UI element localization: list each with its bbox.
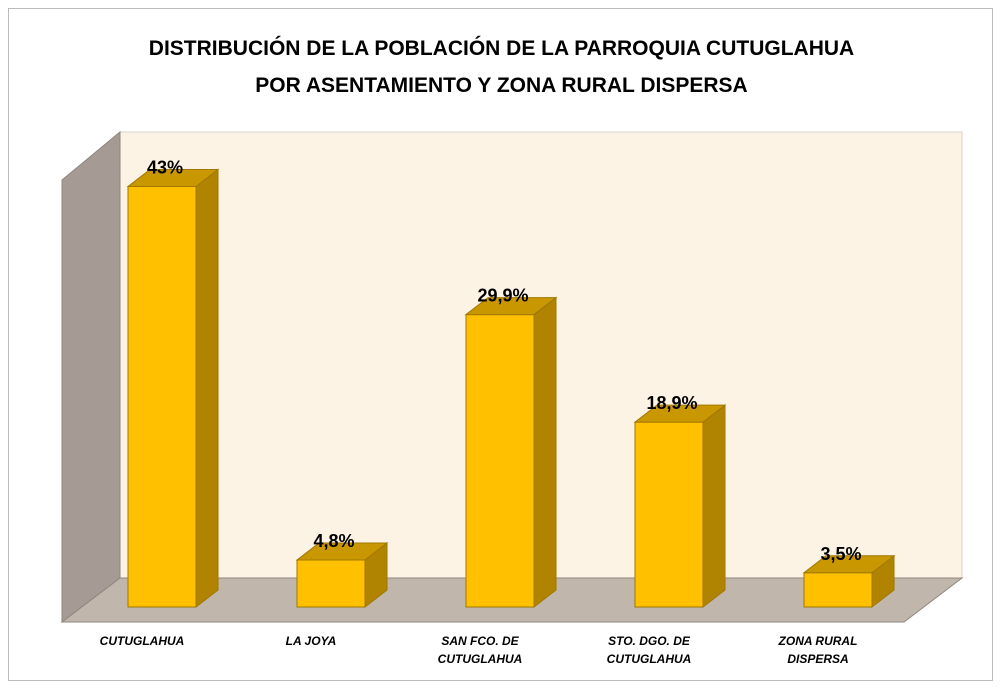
side-wall xyxy=(61,130,121,624)
chart-title: DISTRIBUCIÓN DE LA POBLACIÓN DE LA PARRO… xyxy=(148,37,855,97)
bar-front xyxy=(803,572,873,608)
bar-side xyxy=(195,168,219,609)
bar-top xyxy=(802,555,896,574)
bar-front xyxy=(634,421,704,608)
bar-side xyxy=(702,404,726,609)
bar-top xyxy=(633,404,727,423)
bar xyxy=(633,404,727,609)
bar xyxy=(295,542,389,609)
bar xyxy=(802,554,896,609)
x-tick-label: LA JOYA xyxy=(285,634,337,648)
value-label: 3,5% xyxy=(820,544,861,564)
bar-top xyxy=(464,297,558,316)
bar-front xyxy=(127,185,197,608)
value-label: 4,8% xyxy=(313,531,354,551)
value-label: 29,9% xyxy=(477,286,528,306)
x-tick-label: CUTUGLAHUA xyxy=(99,634,185,648)
bar-front xyxy=(296,559,366,608)
bar-front xyxy=(465,314,535,608)
chart-border xyxy=(8,8,993,681)
bar-side xyxy=(533,296,557,609)
bar-top xyxy=(126,168,220,187)
x-tick-label: ZONA RURAL DISPERSA xyxy=(778,634,858,666)
bar xyxy=(126,168,220,609)
value-label: 43% xyxy=(147,157,183,177)
x-tick-label: SAN FCO. DE CUTUGLAHUA xyxy=(437,634,523,666)
value-label: 18,9% xyxy=(646,393,697,413)
bar xyxy=(464,296,558,609)
x-tick-label: STO. DGO. DE CUTUGLAHUA xyxy=(606,634,692,666)
bar-top xyxy=(295,542,389,561)
